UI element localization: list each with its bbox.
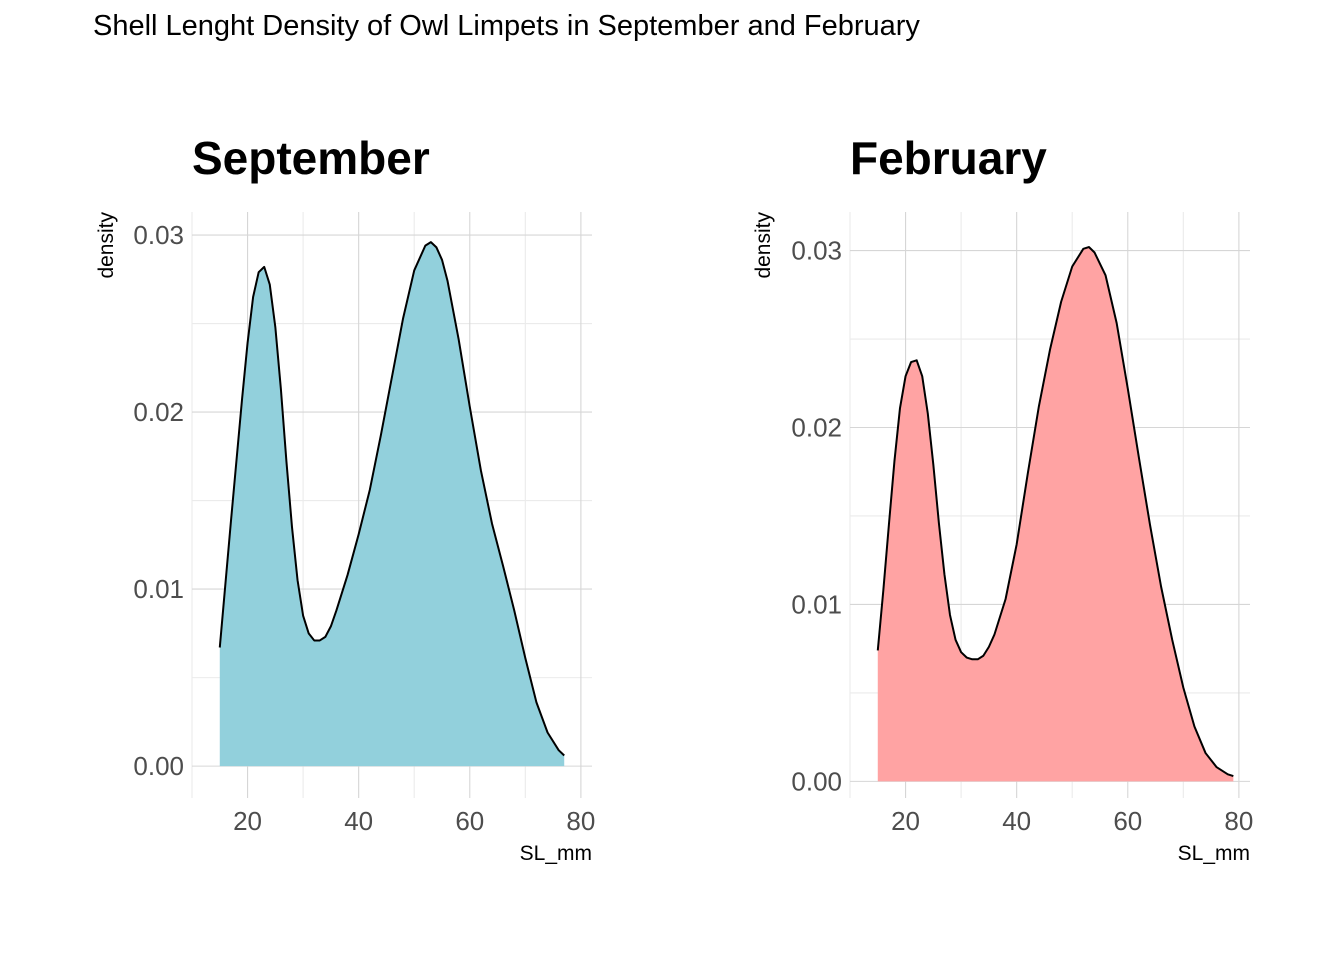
september-density-line: [218, 241, 565, 757]
february-y-tick-label: 0.01: [791, 589, 842, 619]
september-y-tick-label: 0.03: [133, 220, 184, 250]
february-density-line: [876, 246, 1234, 778]
february-density-area: [877, 247, 1234, 782]
february-x-axis-title: SL_mm: [1178, 842, 1250, 865]
february-y-tick-label: 0.00: [791, 766, 842, 796]
february-panel: 20 40 60 80 0.00 0.01 0.02 0.03 February SL_mm den…: [752, 132, 1253, 865]
february-x-tick-label: 40: [1002, 806, 1031, 836]
september-y-tick-label: 0.02: [133, 397, 184, 427]
february-x-tick-label: 20: [891, 806, 920, 836]
february-panel-title: February: [850, 132, 1047, 184]
september-x-tick-label: 80: [566, 806, 595, 836]
september-density-area: [219, 242, 565, 767]
september-y-axis-title: density: [95, 212, 118, 279]
february-y-tick-label: 0.02: [791, 413, 842, 443]
february-x-tick-label: 80: [1224, 806, 1253, 836]
september-x-axis-title: SL_mm: [520, 842, 592, 865]
september-panel-title: September: [192, 132, 430, 184]
february-x-tick-label: 60: [1113, 806, 1142, 836]
september-x-tick-label: 40: [344, 806, 373, 836]
figure-title: Shell Lenght Density of Owl Limpets in S…: [93, 10, 920, 42]
february-y-tick-label: 0.03: [791, 236, 842, 266]
september-x-tick-label: 60: [455, 806, 484, 836]
september-y-tick-label: 0.00: [133, 751, 184, 781]
september-y-tick-label: 0.01: [133, 574, 184, 604]
february-y-axis-title: density: [752, 212, 775, 279]
september-panel: 20 40 60 80 0.00 0.01 0.02 0.03 September SL_mm de…: [95, 132, 595, 865]
september-x-tick-label: 20: [233, 806, 262, 836]
